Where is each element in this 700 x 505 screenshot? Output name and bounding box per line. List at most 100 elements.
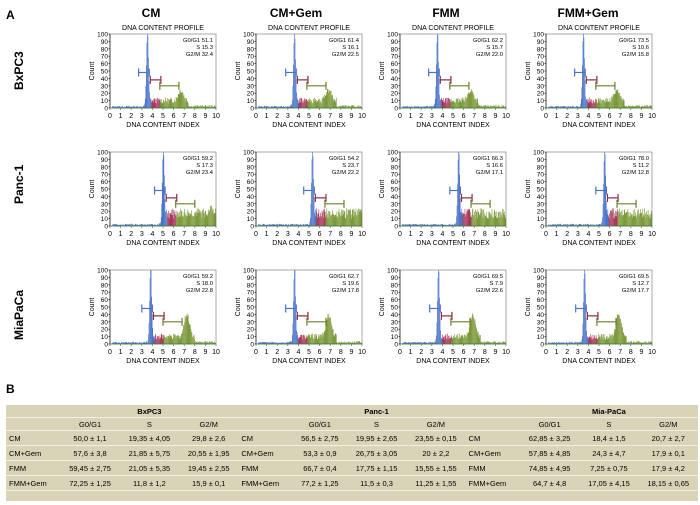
histogram-bin [210, 341, 212, 344]
y-tick-label: 80 [391, 46, 399, 53]
histogram-bin [562, 342, 564, 344]
histogram-bin [563, 106, 565, 108]
histogram-bin [336, 106, 338, 108]
histogram-bin [324, 208, 325, 226]
histogram-bin [135, 342, 137, 344]
histogram-bin [200, 105, 201, 108]
histogram-bin [642, 106, 644, 108]
histogram-bin [203, 107, 205, 108]
histogram-bin [197, 341, 199, 344]
histogram-bin [475, 209, 476, 226]
histogram-bin [357, 214, 359, 226]
histogram-bin [160, 99, 161, 108]
histogram-bin [279, 224, 280, 226]
histogram-bin [139, 341, 140, 344]
y-tick-label: 30 [537, 319, 545, 326]
stat-g2m: G2/M 12.8 [622, 170, 649, 176]
histogram-bin [426, 342, 428, 344]
histogram-bin [552, 106, 554, 108]
table-spacer [465, 405, 520, 418]
histogram-bin [193, 215, 194, 226]
histogram-bin [263, 342, 265, 344]
histogram-bin [142, 105, 144, 108]
histogram-bin [480, 105, 481, 108]
histogram-bin [270, 106, 272, 108]
histogram-bin [260, 342, 261, 344]
histogram-bin [122, 342, 124, 344]
histogram-bin [642, 342, 644, 344]
histogram-bin [502, 106, 504, 108]
histogram-bin [585, 224, 587, 226]
histogram-bin [346, 107, 348, 108]
histogram-bin [113, 105, 114, 108]
histogram-bin [636, 341, 638, 344]
y-tick-label: 70 [391, 172, 399, 179]
histogram-bin [589, 338, 591, 344]
histogram-bin [576, 224, 577, 226]
histogram-bin [187, 216, 189, 226]
x-tick-label: 8 [629, 113, 633, 120]
stat-g2m: G2/M 17.1 [476, 170, 503, 176]
histogram-bin [312, 102, 313, 108]
y-tick-label: 60 [101, 179, 109, 186]
histogram-bin [327, 218, 328, 226]
histogram-bin [352, 106, 354, 108]
histogram-bin [116, 106, 118, 108]
histogram-bin [131, 342, 132, 344]
histogram-bin [473, 316, 474, 344]
x-tick-label: 3 [430, 231, 434, 238]
x-tick-label: 0 [108, 113, 112, 120]
histogram-bin [212, 106, 213, 108]
histogram-bin [567, 107, 568, 108]
histogram-bin [637, 210, 638, 226]
histogram-bin [632, 105, 634, 108]
histogram-bin [499, 211, 501, 226]
histogram-bin [354, 342, 356, 344]
histogram-bin [148, 57, 149, 108]
histogram-bin [491, 209, 493, 226]
histogram-bin [466, 336, 467, 344]
x-tick-label: 0 [254, 349, 258, 356]
histogram-bin [260, 342, 262, 344]
histogram-bin [283, 223, 284, 226]
histogram-bin [570, 106, 572, 108]
x-tick-label: 2 [565, 349, 569, 356]
histogram-bin [360, 210, 362, 226]
histogram-bin [484, 341, 485, 344]
histogram-bin [648, 342, 650, 344]
histogram-bin [435, 86, 437, 108]
y-tick-label: 90 [101, 39, 109, 46]
histogram-bin [560, 342, 562, 344]
y-axis-label: Count [379, 62, 386, 81]
histogram-bin [467, 334, 468, 344]
histogram-bin [548, 341, 549, 344]
histogram-bin [639, 342, 641, 344]
histogram-bin [424, 106, 426, 108]
histogram-bin [646, 105, 648, 108]
table-cell: 11,25 ± 1,55 [406, 475, 466, 491]
histogram-bin [619, 315, 620, 344]
histogram-bin [457, 99, 458, 108]
histogram-bin [162, 159, 164, 226]
y-tick-label: 60 [247, 61, 255, 68]
histogram-bin [566, 223, 568, 226]
histogram-bin [159, 99, 160, 108]
histogram-bin [633, 216, 635, 226]
histogram-bin [206, 106, 208, 108]
histogram-bin [617, 89, 619, 108]
histogram-bin [488, 341, 490, 344]
histogram-bin [475, 99, 476, 108]
histogram-bin [614, 328, 615, 344]
histogram-bin [415, 342, 416, 344]
histogram-bin [626, 342, 628, 344]
histogram-bin [161, 182, 163, 226]
histogram-bin [624, 105, 626, 108]
histogram-bin [646, 342, 647, 344]
y-tick-label: 20 [101, 209, 109, 216]
histogram-bin [114, 342, 116, 344]
histogram-bin [122, 223, 124, 226]
table-row-label: CM [6, 430, 61, 446]
table-subheader: S [119, 417, 180, 431]
histogram-bin [593, 100, 594, 108]
histogram-bin [588, 102, 590, 108]
